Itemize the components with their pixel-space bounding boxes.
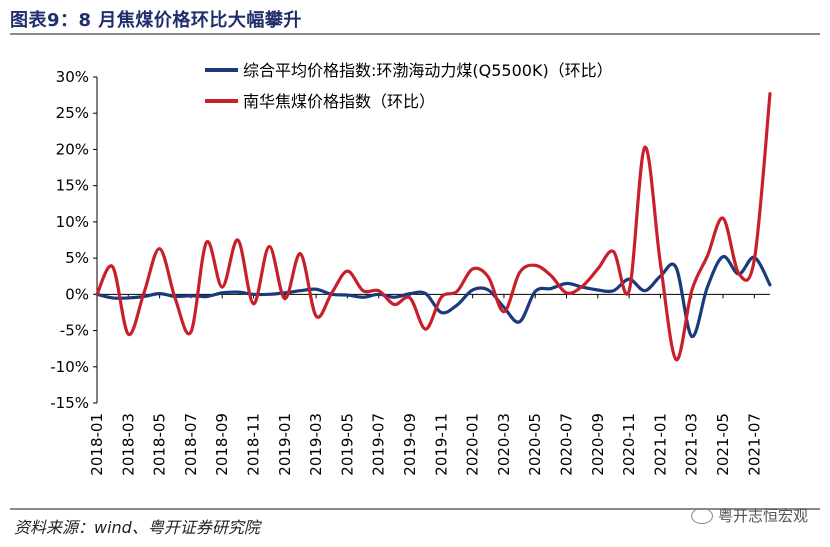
legend-label-blue: 综合平均价格指数:环渤海动力煤(Q5500K)（环比） xyxy=(243,61,613,80)
x-tick-label: 2020-05 xyxy=(526,413,544,476)
chart-legend: 综合平均价格指数:环渤海动力煤(Q5500K)（环比） 南华焦煤价格指数（环比） xyxy=(205,61,613,111)
y-tick-label: 10% xyxy=(56,213,89,231)
page-title: 图表9：8 月焦煤价格环比大幅攀升 xyxy=(10,10,302,31)
y-tick-label: 30% xyxy=(56,68,89,86)
x-tick-label: 2020-07 xyxy=(558,413,576,476)
watermark-label: 粤开志恒宏观 xyxy=(717,507,808,525)
x-tick-label: 2018-11 xyxy=(245,413,263,476)
x-tick-label: 2019-07 xyxy=(370,413,388,476)
footer-divider xyxy=(10,508,820,510)
chart-series xyxy=(95,92,772,362)
x-tick-label: 2021-05 xyxy=(714,413,732,476)
y-tick-label: -10% xyxy=(50,358,89,376)
x-tick-label: 2020-03 xyxy=(495,413,513,476)
chart-axes: 30% 25% 20% 15% 10% 5% 0% -5% -10% -15%2018-01 201… xyxy=(50,68,770,476)
x-tick-label: 2021-03 xyxy=(683,413,701,476)
y-tick-label: 15% xyxy=(56,177,89,195)
x-tick-label: 2020-01 xyxy=(464,413,482,476)
y-tick-label: -15% xyxy=(50,394,89,412)
y-tick-label: 0% xyxy=(65,285,89,303)
wechat-icon xyxy=(690,507,713,524)
y-tick-label: -5% xyxy=(60,322,89,340)
x-tick-label: 2020-09 xyxy=(589,413,607,476)
watermark: 粤开志恒宏观 xyxy=(690,505,808,526)
x-tick-label: 2018-09 xyxy=(213,413,231,476)
x-tick-label: 2019-03 xyxy=(307,413,325,476)
y-tick-label: 25% xyxy=(56,104,89,122)
series-line-blue xyxy=(95,255,772,338)
x-tick-label: 2021-01 xyxy=(651,413,669,476)
x-tick-label: 2018-07 xyxy=(182,413,200,476)
x-tick-label: 2019-09 xyxy=(401,413,419,476)
x-tick-label: 2019-05 xyxy=(338,413,356,476)
series-line-red xyxy=(95,92,772,362)
x-tick-label: 2018-05 xyxy=(151,413,169,476)
x-tick-label: 2018-03 xyxy=(119,413,137,476)
x-tick-label: 2019-11 xyxy=(432,413,450,476)
y-tick-label: 20% xyxy=(56,140,89,158)
x-tick-label: 2019-01 xyxy=(276,413,294,476)
x-tick-label: 2020-11 xyxy=(620,413,638,476)
x-tick-label: 2021-07 xyxy=(745,413,763,476)
source-note: 资料来源：wind、粤开证券研究院 xyxy=(14,518,260,537)
title-divider xyxy=(10,33,820,35)
legend-label-red: 南华焦煤价格指数（环比） xyxy=(243,92,435,111)
y-tick-label: 5% xyxy=(65,249,89,267)
x-tick-label: 2018-01 xyxy=(88,413,106,476)
